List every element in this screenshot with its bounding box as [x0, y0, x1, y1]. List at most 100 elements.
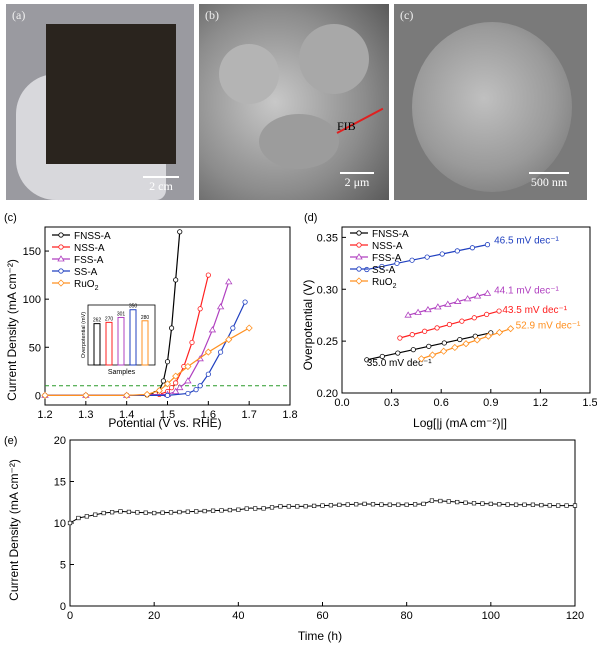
x-tick-label: 0.0	[334, 397, 349, 409]
inset-bar-label: 270	[105, 316, 114, 322]
chart-e-plot: 0 20 40 60 80 100 120 0 5 10 15 20	[54, 435, 584, 622]
data-point	[84, 514, 89, 519]
x-tick-label: 40	[232, 610, 244, 622]
data-point	[404, 311, 412, 318]
slope-label: 44.1 mV dec⁻¹	[494, 285, 559, 296]
x-tick-label: 0.9	[483, 397, 498, 409]
data-point	[219, 508, 224, 513]
data-point	[242, 299, 248, 305]
data-point	[356, 242, 362, 248]
photo-panel-b: (b) FIB 2 μm	[199, 4, 389, 200]
data-point	[245, 324, 253, 332]
data-point	[278, 504, 283, 509]
legend-label: NSS-A	[74, 243, 105, 254]
data-point	[184, 377, 192, 384]
data-point	[164, 392, 171, 398]
data-point	[58, 232, 64, 238]
slope-label: 43.5 mV dec⁻¹	[502, 305, 567, 316]
data-point	[204, 348, 212, 356]
x-tick-label: 0.6	[434, 397, 449, 409]
scale-bar-b: 2 μm	[337, 172, 377, 190]
inset-bar-label: 262	[93, 318, 102, 324]
data-point	[225, 336, 233, 344]
y-tick-label: 0	[35, 390, 41, 402]
data-point	[379, 353, 385, 360]
data-point	[123, 391, 131, 399]
chart-d-ylabel: Overpotential (V)	[301, 280, 315, 371]
y-tick-label: 0.20	[317, 388, 338, 400]
data-point	[496, 308, 502, 314]
data-point	[177, 509, 182, 515]
data-point	[471, 501, 477, 506]
data-point	[311, 503, 317, 509]
legend-label: SS-A	[74, 267, 98, 278]
y-tick-label: 20	[54, 435, 66, 447]
data-point	[269, 505, 275, 510]
data-point	[345, 502, 350, 507]
x-tick-label: 0.3	[384, 397, 399, 409]
data-point	[261, 506, 266, 511]
x-tick-label: 1.7	[242, 409, 257, 421]
data-point	[185, 509, 190, 514]
sphere-3	[259, 114, 339, 169]
data-point	[177, 229, 183, 235]
inset-xlabel: Samples	[108, 369, 136, 376]
data-point	[454, 248, 460, 254]
data-point	[530, 502, 536, 507]
inset-frame	[87, 304, 156, 366]
data-point	[185, 390, 191, 397]
data-point	[236, 507, 241, 512]
data-point	[522, 502, 527, 507]
data-point	[424, 305, 432, 313]
data-point	[230, 325, 236, 331]
chart-d: (d) 0.0 0.3 0.6 0.9 1.2 1.5 0.20 0.25 0.30 0.35 35…	[301, 212, 597, 430]
data-point	[370, 502, 376, 507]
data-point	[438, 498, 443, 504]
data-point	[163, 380, 172, 388]
data-point	[426, 343, 432, 349]
data-point	[160, 378, 167, 384]
inset-bar-label: 350	[129, 304, 138, 310]
data-point	[417, 355, 425, 363]
data-point	[429, 498, 435, 503]
data-point	[67, 520, 73, 526]
data-point	[168, 385, 175, 391]
data-point	[173, 380, 179, 386]
data-point	[539, 502, 544, 508]
data-point	[101, 510, 106, 516]
slope-label: 35.0 mV dec⁻¹	[367, 358, 432, 369]
data-point	[362, 501, 367, 507]
y-tick-label: 5	[60, 560, 66, 572]
data-point	[397, 335, 403, 341]
x-tick-label: 1.2	[37, 409, 52, 421]
data-point	[58, 268, 64, 274]
data-point	[225, 278, 233, 285]
data-point	[216, 303, 225, 310]
legend-label: FNSS-A	[74, 231, 111, 242]
data-point	[409, 257, 415, 263]
data-point	[434, 325, 440, 331]
data-point	[355, 277, 363, 285]
data-point	[160, 510, 165, 515]
data-point	[513, 502, 519, 507]
data-point	[364, 357, 370, 363]
panel-label-b: (b)	[205, 8, 219, 22]
data-point	[152, 510, 157, 516]
data-point	[356, 266, 362, 272]
data-point	[434, 303, 442, 310]
x-tick-label: 1.5	[160, 409, 175, 421]
x-tick-label: 1.4	[119, 409, 134, 421]
data-point	[488, 501, 493, 507]
data-point	[227, 507, 233, 513]
legend-label: RuO2	[74, 279, 99, 292]
data-point	[205, 371, 211, 377]
data-point	[194, 509, 199, 514]
data-point	[473, 292, 482, 299]
data-point	[303, 504, 308, 509]
data-point	[507, 325, 515, 333]
data-point	[379, 263, 385, 270]
x-tick-label: 1.3	[78, 409, 93, 421]
data-point	[505, 502, 510, 507]
x-tick-label: 60	[316, 610, 328, 622]
inset-bar-label: 280	[141, 315, 150, 321]
